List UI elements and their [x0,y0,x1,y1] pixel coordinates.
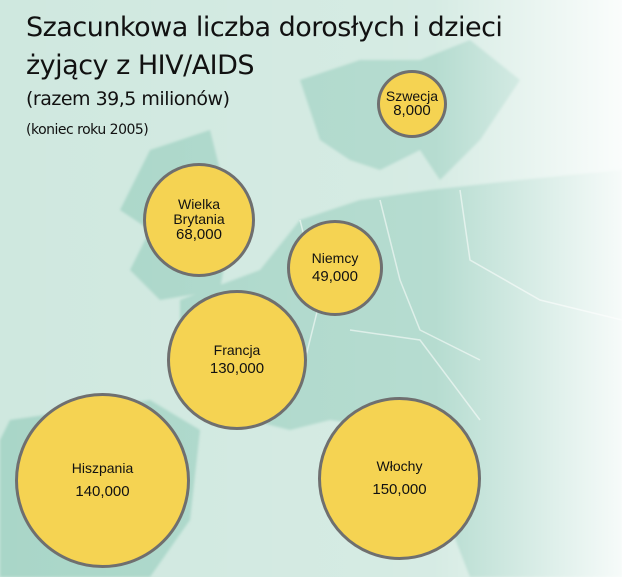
bubble-szwecja: Szwecja 8,000 [377,70,447,138]
chart-subtitle-total: (razem 39,5 milionów) [26,88,230,110]
country-name: Hiszpania [71,460,134,477]
chart-subtitle-date: (koniec roku 2005) [26,122,149,138]
chart-title-line1: Szacunkowa liczba dorosłych i dzieci [26,12,503,43]
country-value: 140,000 [75,482,130,500]
country-name: Francja [213,341,261,358]
bubble-wielka-brytania: Wielka Brytania 68,000 [143,163,255,277]
country-value: 150,000 [372,480,427,498]
chart-title-line2: żyjący z HIV/AIDS [26,50,255,81]
country-name: Szwecja [385,87,439,104]
country-name: Niemcy [311,249,359,266]
country-value: 68,000 [176,225,222,243]
country-name: Włochy [376,458,423,475]
country-value: 49,000 [312,268,358,286]
country-name: Wielka Brytania [173,196,225,228]
bubble-hiszpania: Hiszpania 140,000 [15,393,190,568]
bubble-francja: Francja 130,000 [167,290,307,430]
bubble-niemcy: Niemcy 49,000 [287,220,383,316]
bubble-wlochy: Włochy 150,000 [318,397,481,560]
country-value: 130,000 [209,360,265,378]
country-value: 8,000 [393,102,431,120]
